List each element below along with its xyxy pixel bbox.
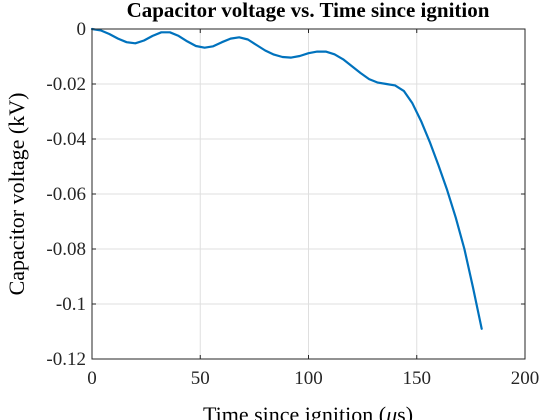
ticks: 0 50 100 150 200 0 -0.02 -0.04 -0.06 -0.08 -0.1 -0.… (46, 19, 539, 389)
x-axis-label: Time since ignition (μs) (203, 402, 413, 420)
y-tick-label: -0.06 (46, 184, 86, 205)
y-axis-label: Capacitor voltage (kV) (4, 93, 29, 296)
x-tick-label: 50 (191, 368, 210, 389)
series-line (90, 27, 483, 330)
y-tick-label: -0.08 (46, 239, 86, 260)
y-tick-label: -0.12 (46, 349, 86, 370)
y-tick-label: -0.04 (46, 129, 86, 150)
x-tick-label: 100 (294, 368, 323, 389)
grid (92, 29, 525, 359)
chart-title: Capacitor voltage vs. Time since ignitio… (127, 0, 490, 22)
x-tick-label: 200 (511, 368, 540, 389)
y-tick-label: -0.1 (56, 294, 86, 315)
y-tick-label: 0 (77, 19, 87, 40)
y-tick-label: -0.02 (46, 74, 86, 95)
x-tick-label: 150 (403, 368, 432, 389)
x-tick-label: 0 (87, 368, 97, 389)
